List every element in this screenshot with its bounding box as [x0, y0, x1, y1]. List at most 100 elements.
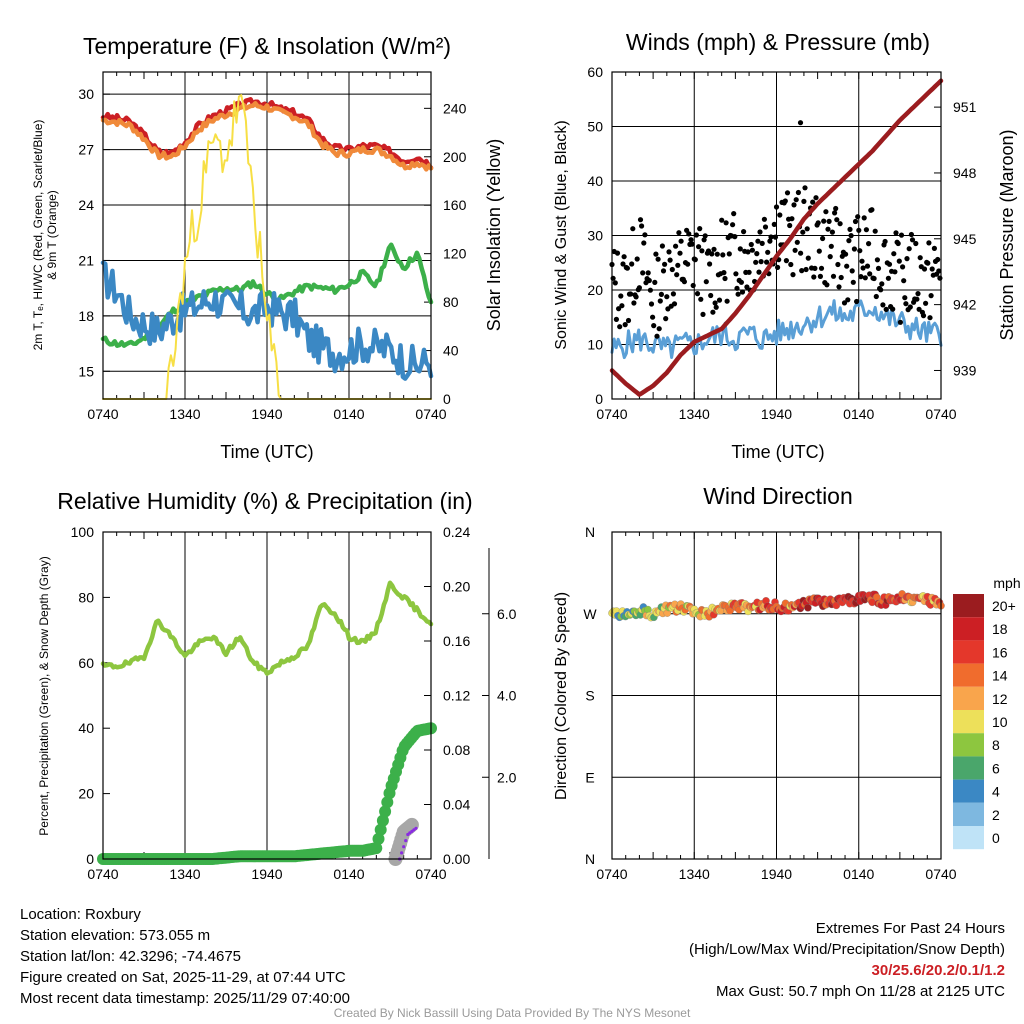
y-axis-label: Sonic Wind & Gust (Blue, Black)	[553, 120, 570, 349]
gust-point	[744, 284, 750, 290]
gust-point	[835, 261, 841, 268]
gust-point	[812, 265, 818, 271]
gust-point	[710, 309, 716, 315]
plot-border	[102, 531, 432, 860]
precip-point	[376, 814, 389, 827]
gust-point	[880, 302, 886, 308]
gust-point	[784, 190, 791, 196]
gust-point	[925, 260, 931, 266]
gust-point	[739, 289, 746, 295]
gust-point	[652, 279, 658, 285]
gust-point	[935, 256, 941, 263]
gust-point	[915, 291, 921, 297]
x-tick-label: 1940	[761, 406, 792, 422]
y3-tick-label: 4.0	[497, 688, 517, 704]
x-tick-label: 0740	[925, 406, 956, 422]
chart-title: Relative Humidity (%) & Precipitation (i…	[57, 488, 472, 514]
gust-point	[641, 240, 647, 246]
gust-point	[676, 230, 682, 236]
x-axis-label: Time (UTC)	[220, 442, 313, 462]
legend-swatch	[953, 617, 984, 641]
gust-point	[708, 292, 714, 299]
gust-point	[929, 266, 935, 272]
x-tick-label: 0740	[415, 866, 446, 882]
legend-label: 14	[992, 668, 1008, 684]
gust-point	[771, 221, 777, 227]
gust-point	[701, 237, 707, 243]
legend-swatch	[953, 733, 984, 757]
gust-point	[917, 255, 923, 261]
gust-point	[828, 243, 834, 249]
humidity-precipitation-chart: 0740 1340 1940 0140 07400204060801000.000.04…	[37, 488, 517, 882]
y-tick-label: 40	[587, 173, 603, 189]
gust-point	[758, 259, 764, 265]
chart-title: Winds (mph) & Pressure (mb)	[626, 29, 930, 55]
gust-point	[795, 189, 802, 196]
gust-point	[823, 209, 829, 215]
gust-point	[653, 251, 659, 257]
y2-tick-label: 948	[953, 165, 977, 181]
gust-point	[846, 238, 852, 244]
legend-swatch	[953, 640, 984, 664]
gust-point	[646, 277, 652, 284]
gust-point	[734, 285, 740, 291]
snow-depth-marker	[400, 851, 404, 855]
gust-point	[926, 240, 932, 246]
precip-point	[372, 832, 385, 845]
gust-point	[783, 258, 790, 264]
gust-point	[628, 291, 634, 297]
gust-point	[906, 246, 912, 252]
gust-point	[851, 246, 858, 252]
gust-point	[864, 263, 871, 269]
gust-point	[873, 293, 879, 300]
gust-point	[637, 217, 644, 223]
gust-point	[878, 287, 884, 293]
legend-swatch	[953, 826, 984, 850]
gust-point	[844, 263, 850, 269]
gust-point	[777, 212, 783, 218]
legend-label: 8	[992, 737, 1000, 753]
series-line-9m-t	[100, 101, 434, 172]
gust-point	[843, 251, 849, 257]
gust-point	[799, 268, 805, 274]
gust-point	[685, 261, 691, 267]
gust-point	[690, 282, 696, 289]
gust-point	[656, 326, 662, 332]
gust-point	[711, 246, 717, 252]
gust-point	[709, 251, 715, 257]
gust-point	[634, 256, 640, 262]
recent-data-text: Most recent data timestamp: 2025/11/29 0…	[20, 990, 350, 1007]
gust-point	[674, 272, 680, 278]
plot-border	[611, 531, 942, 860]
gust-point	[754, 251, 760, 257]
chart-title: Temperature (F) & Insolation (W/m²)	[83, 33, 451, 59]
gust-point	[827, 254, 833, 260]
gust-point	[815, 220, 821, 226]
gust-point	[863, 227, 870, 233]
gust-point	[689, 241, 695, 247]
y2-tick-label: 80	[443, 294, 459, 310]
y-tick-label: 30	[78, 86, 94, 102]
gust-point	[885, 275, 892, 281]
location-text: Location: Roxbury	[20, 906, 141, 923]
snow-depth-marker	[404, 839, 408, 843]
gust-point	[800, 229, 806, 235]
gust-point	[883, 306, 889, 312]
gust-point	[716, 297, 723, 303]
gust-point	[811, 274, 817, 280]
gust-point	[871, 275, 877, 282]
gust-point	[721, 270, 727, 276]
y-axis-label: 2m T, Tₑ, HI/WC (Red, Green, Scarlet/Blu…	[31, 120, 59, 351]
x-tick-label: 1940	[251, 406, 282, 422]
gust-point	[794, 239, 800, 245]
gust-point	[756, 269, 762, 275]
gust-point	[659, 243, 666, 249]
gust-point	[837, 221, 843, 227]
gust-point	[616, 306, 622, 312]
legend-label: 10	[992, 714, 1008, 730]
x-tick-label: 1340	[679, 866, 710, 882]
gust-point	[891, 251, 897, 257]
gust-point	[660, 268, 667, 274]
x-tick-label: 0740	[596, 406, 627, 422]
x-tick-label: 0740	[415, 406, 446, 422]
